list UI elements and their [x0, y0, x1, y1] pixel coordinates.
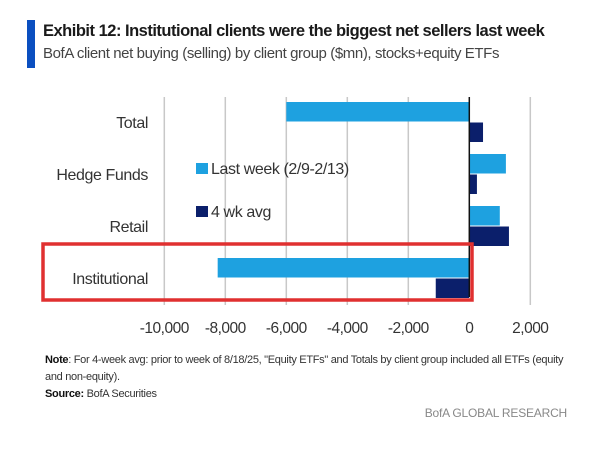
bar-4wk-avg: [435, 278, 470, 298]
bar-last-week: [469, 206, 500, 226]
category-label: Total: [116, 115, 148, 132]
chart-title: Exhibit 12: Institutional clients were t…: [43, 22, 545, 40]
bar-4wk-avg: [469, 174, 477, 194]
bar-last-week: [217, 258, 470, 278]
x-tick-label: 0: [465, 320, 474, 337]
category-label: Retail: [109, 219, 148, 236]
bar-last-week: [469, 154, 506, 174]
note-label: Note: [45, 354, 69, 366]
legend-swatch: [196, 163, 208, 174]
x-tick-label: -2,000: [388, 320, 430, 337]
category-label: Hedge Funds: [56, 167, 148, 184]
x-tick-label: 2,000: [512, 320, 549, 337]
highlight-box-institutional: [41, 242, 474, 302]
note-text: : For 4-week avg: prior to week of 8/18/…: [45, 354, 564, 383]
bar-4wk-avg: [469, 122, 484, 142]
legend-label: 4 wk avg: [211, 204, 271, 221]
bar-last-week: [286, 102, 470, 122]
legend-label: Last week (2/9-2/13): [211, 161, 349, 178]
x-tick-label: -6,000: [266, 320, 308, 337]
legend-swatch: [196, 206, 208, 217]
x-tick-label: -4,000: [327, 320, 369, 337]
watermark: BofA GLOBAL RESEARCH: [424, 406, 567, 420]
bar-4wk-avg: [469, 226, 509, 246]
source-text: BofA Securities: [83, 388, 157, 400]
title-accent-bar: [27, 20, 35, 68]
x-tick-label: -10,000: [140, 320, 190, 337]
x-tick-label: -8,000: [205, 320, 247, 337]
chart-subtitle: BofA client net buying (selling) by clie…: [43, 45, 500, 62]
chart-note: Note: For 4-week avg: prior to week of 8…: [45, 352, 565, 403]
category-label: Institutional: [72, 271, 148, 288]
source-label: Source:: [45, 388, 84, 400]
